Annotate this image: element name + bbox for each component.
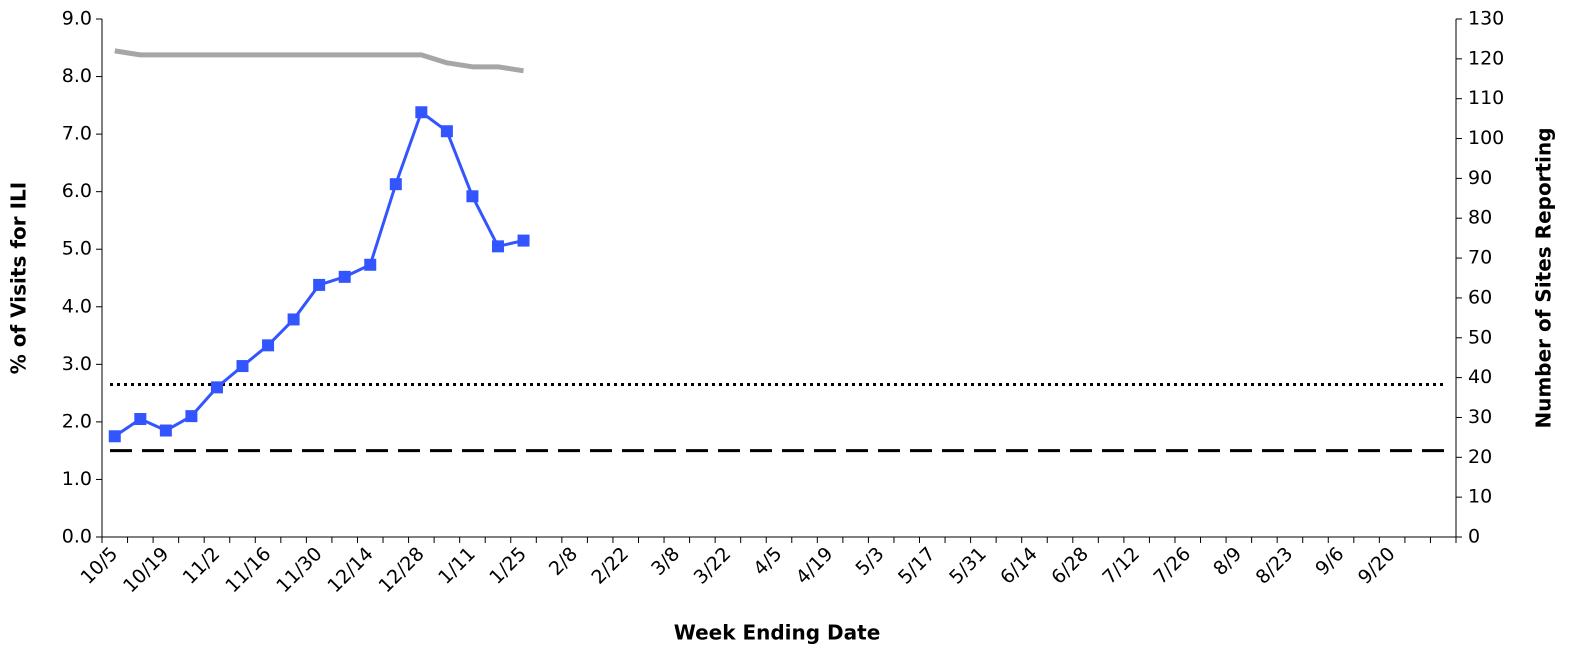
x-tick-label: 12/28 [374,543,428,597]
series-line [113,110,524,438]
x-tick-label: 6/14 [996,543,1042,589]
data-point [466,190,479,203]
y2-tick-label: 50 [1468,326,1492,348]
data-point [364,258,377,271]
y-tick-label: 1.0 [62,468,92,490]
x-tick-label: 9/6 [1311,543,1348,580]
data-point [517,234,530,247]
x-tick-label: 3/8 [647,543,684,580]
x-tick-label: 10/19 [119,543,173,597]
data-point [108,430,121,443]
data-point [262,339,275,352]
data-point [415,106,428,119]
y2-tick-label: 30 [1468,406,1492,428]
x-tick-label: 6/28 [1047,543,1093,589]
x-tick-label: 8/23 [1252,543,1298,589]
data-point [134,413,147,426]
data-point [287,313,300,326]
y2-axis-title: Number of Sites Reporting [1532,127,1556,428]
x-tick-label: 11/30 [272,543,326,597]
y-tick-label: 7.0 [62,123,92,145]
x-tick-label: 8/9 [1209,543,1246,580]
y2-tick-label: 20 [1468,446,1492,468]
y2-tick-label: 0 [1468,526,1480,548]
y2-tick-label: 120 [1468,47,1504,69]
y-tick-label: 6.0 [62,180,92,202]
x-tick-label: 5/3 [851,543,888,580]
data-point [491,240,504,253]
y2-tick-label: 60 [1468,286,1492,308]
x-tick-label: 5/31 [945,543,991,589]
y2-tick-label: 90 [1468,167,1492,189]
x-tick-label: 10/5 [76,543,122,589]
data-point [236,360,249,373]
x-tick-label: 3/22 [690,543,736,589]
x-tick-label: 7/26 [1149,543,1195,589]
y2-tick-label: 100 [1468,127,1504,149]
y-axis-title: % of Visits for ILI [7,182,31,374]
x-tick-label: 11/16 [221,543,275,597]
x-tick-label: 5/17 [894,543,940,589]
x-tick-label: 12/14 [323,543,377,597]
y-tick-label: 3.0 [62,353,92,375]
y-tick-label: 9.0 [62,8,92,30]
series-line [114,48,524,74]
x-tick-label: 1/11 [434,543,480,589]
x-tick-label: 7/12 [1098,543,1144,589]
data-point [185,410,198,423]
y-tick-label: 4.0 [62,295,92,317]
x-tick-label: 2/8 [545,543,582,580]
x-tick-label: 4/19 [792,543,838,589]
x-tick-label: 9/20 [1354,543,1400,589]
data-point [389,178,402,191]
data-point [338,270,351,283]
y-tick-label: 0.0 [62,526,92,548]
y2-tick-label: 110 [1468,87,1504,109]
y2-tick-label: 130 [1468,8,1504,30]
y2-tick-label: 40 [1468,366,1492,388]
x-tick-label: 1/25 [485,543,531,589]
y2-tick-label: 80 [1468,207,1492,229]
x-tick-label: 2/22 [587,543,633,589]
y-tick-label: 5.0 [62,238,92,260]
data-point [210,381,223,394]
x-tick-label: 4/5 [749,543,786,580]
data-point [440,125,453,138]
data-point [313,278,326,291]
y2-tick-label: 10 [1468,486,1492,508]
x-tick-label: 11/2 [179,543,225,589]
data-point [159,424,172,437]
y-tick-label: 8.0 [62,65,92,87]
x-axis-title: Week Ending Date [674,621,881,645]
y2-tick-label: 70 [1468,247,1492,269]
y-tick-label: 2.0 [62,410,92,432]
